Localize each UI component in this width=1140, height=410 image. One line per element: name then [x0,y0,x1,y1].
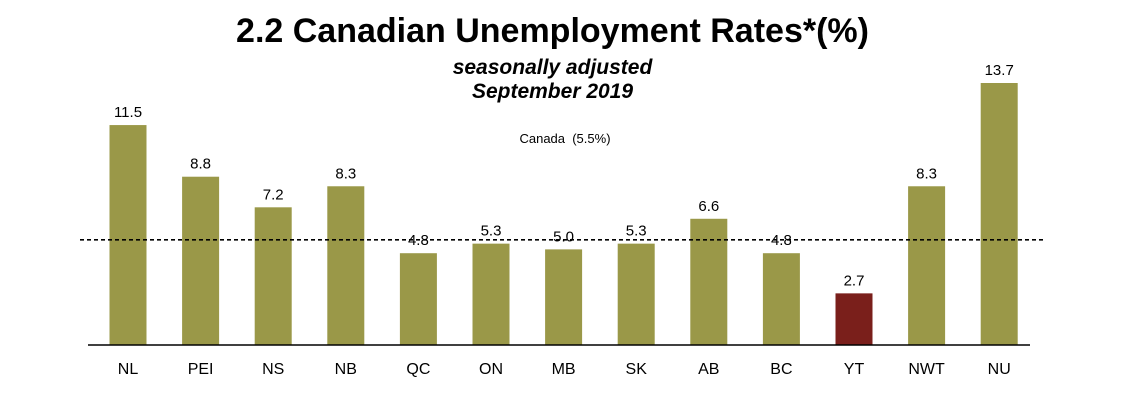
value-label-on: 5.3 [481,223,502,240]
value-label-nwt: 8.3 [916,165,937,182]
value-label-ab: 6.6 [698,198,719,215]
bar-nb [327,186,365,345]
value-label-qc: 4.8 [408,232,429,249]
bar-ns [254,207,292,345]
chart-subtitle: seasonally adjusted September 2019 [0,56,1105,104]
value-label-yt: 2.7 [844,272,865,289]
bar-ab [690,218,728,345]
value-label-pei: 8.8 [190,156,211,173]
x-tick-label-ns: NS [262,361,284,378]
value-label-nl: 11.5 [114,104,142,121]
value-label-mb: 5.0 [553,228,574,245]
bar-mb [545,249,583,345]
x-tick-label-nwt: NWT [908,361,945,378]
value-label-nb: 8.3 [335,165,356,182]
x-tick-label-nl: NL [118,361,139,378]
chart-subtitle-line1: seasonally adjusted [452,56,653,79]
chart-subtitle-line2: September 2019 [471,80,634,103]
value-label-nu: 13.7 [985,62,1014,79]
x-tick-label-yt: YT [844,361,865,378]
x-tick-label-nu: NU [988,361,1011,378]
bar-on [472,243,510,345]
x-tick-label-bc: BC [770,361,792,378]
x-tick-label-sk: SK [626,361,648,378]
canada-average-label: Canada (5.5%) [519,131,610,146]
bar-nl [109,125,147,345]
bar-yt [835,293,873,345]
bar-nu [980,83,1018,345]
x-tick-label-ab: AB [698,361,719,378]
x-tick-label-nb: NB [335,361,357,378]
value-label-ns: 7.2 [263,186,284,203]
value-label-bc: 4.8 [771,232,792,249]
bar-qc [399,253,437,345]
bar-bc [762,253,800,345]
x-tick-label-pei: PEI [188,361,214,378]
bar-sk [617,243,655,345]
x-tick-label-mb: MB [552,361,576,378]
bar-nwt [908,186,946,345]
x-tick-label-qc: QC [406,361,430,378]
bar-pei [182,176,220,345]
x-tick-label-on: ON [479,361,503,378]
value-label-sk: 5.3 [626,223,647,240]
chart-title: 2.2 Canadian Unemployment Rates*(%) [236,12,869,50]
